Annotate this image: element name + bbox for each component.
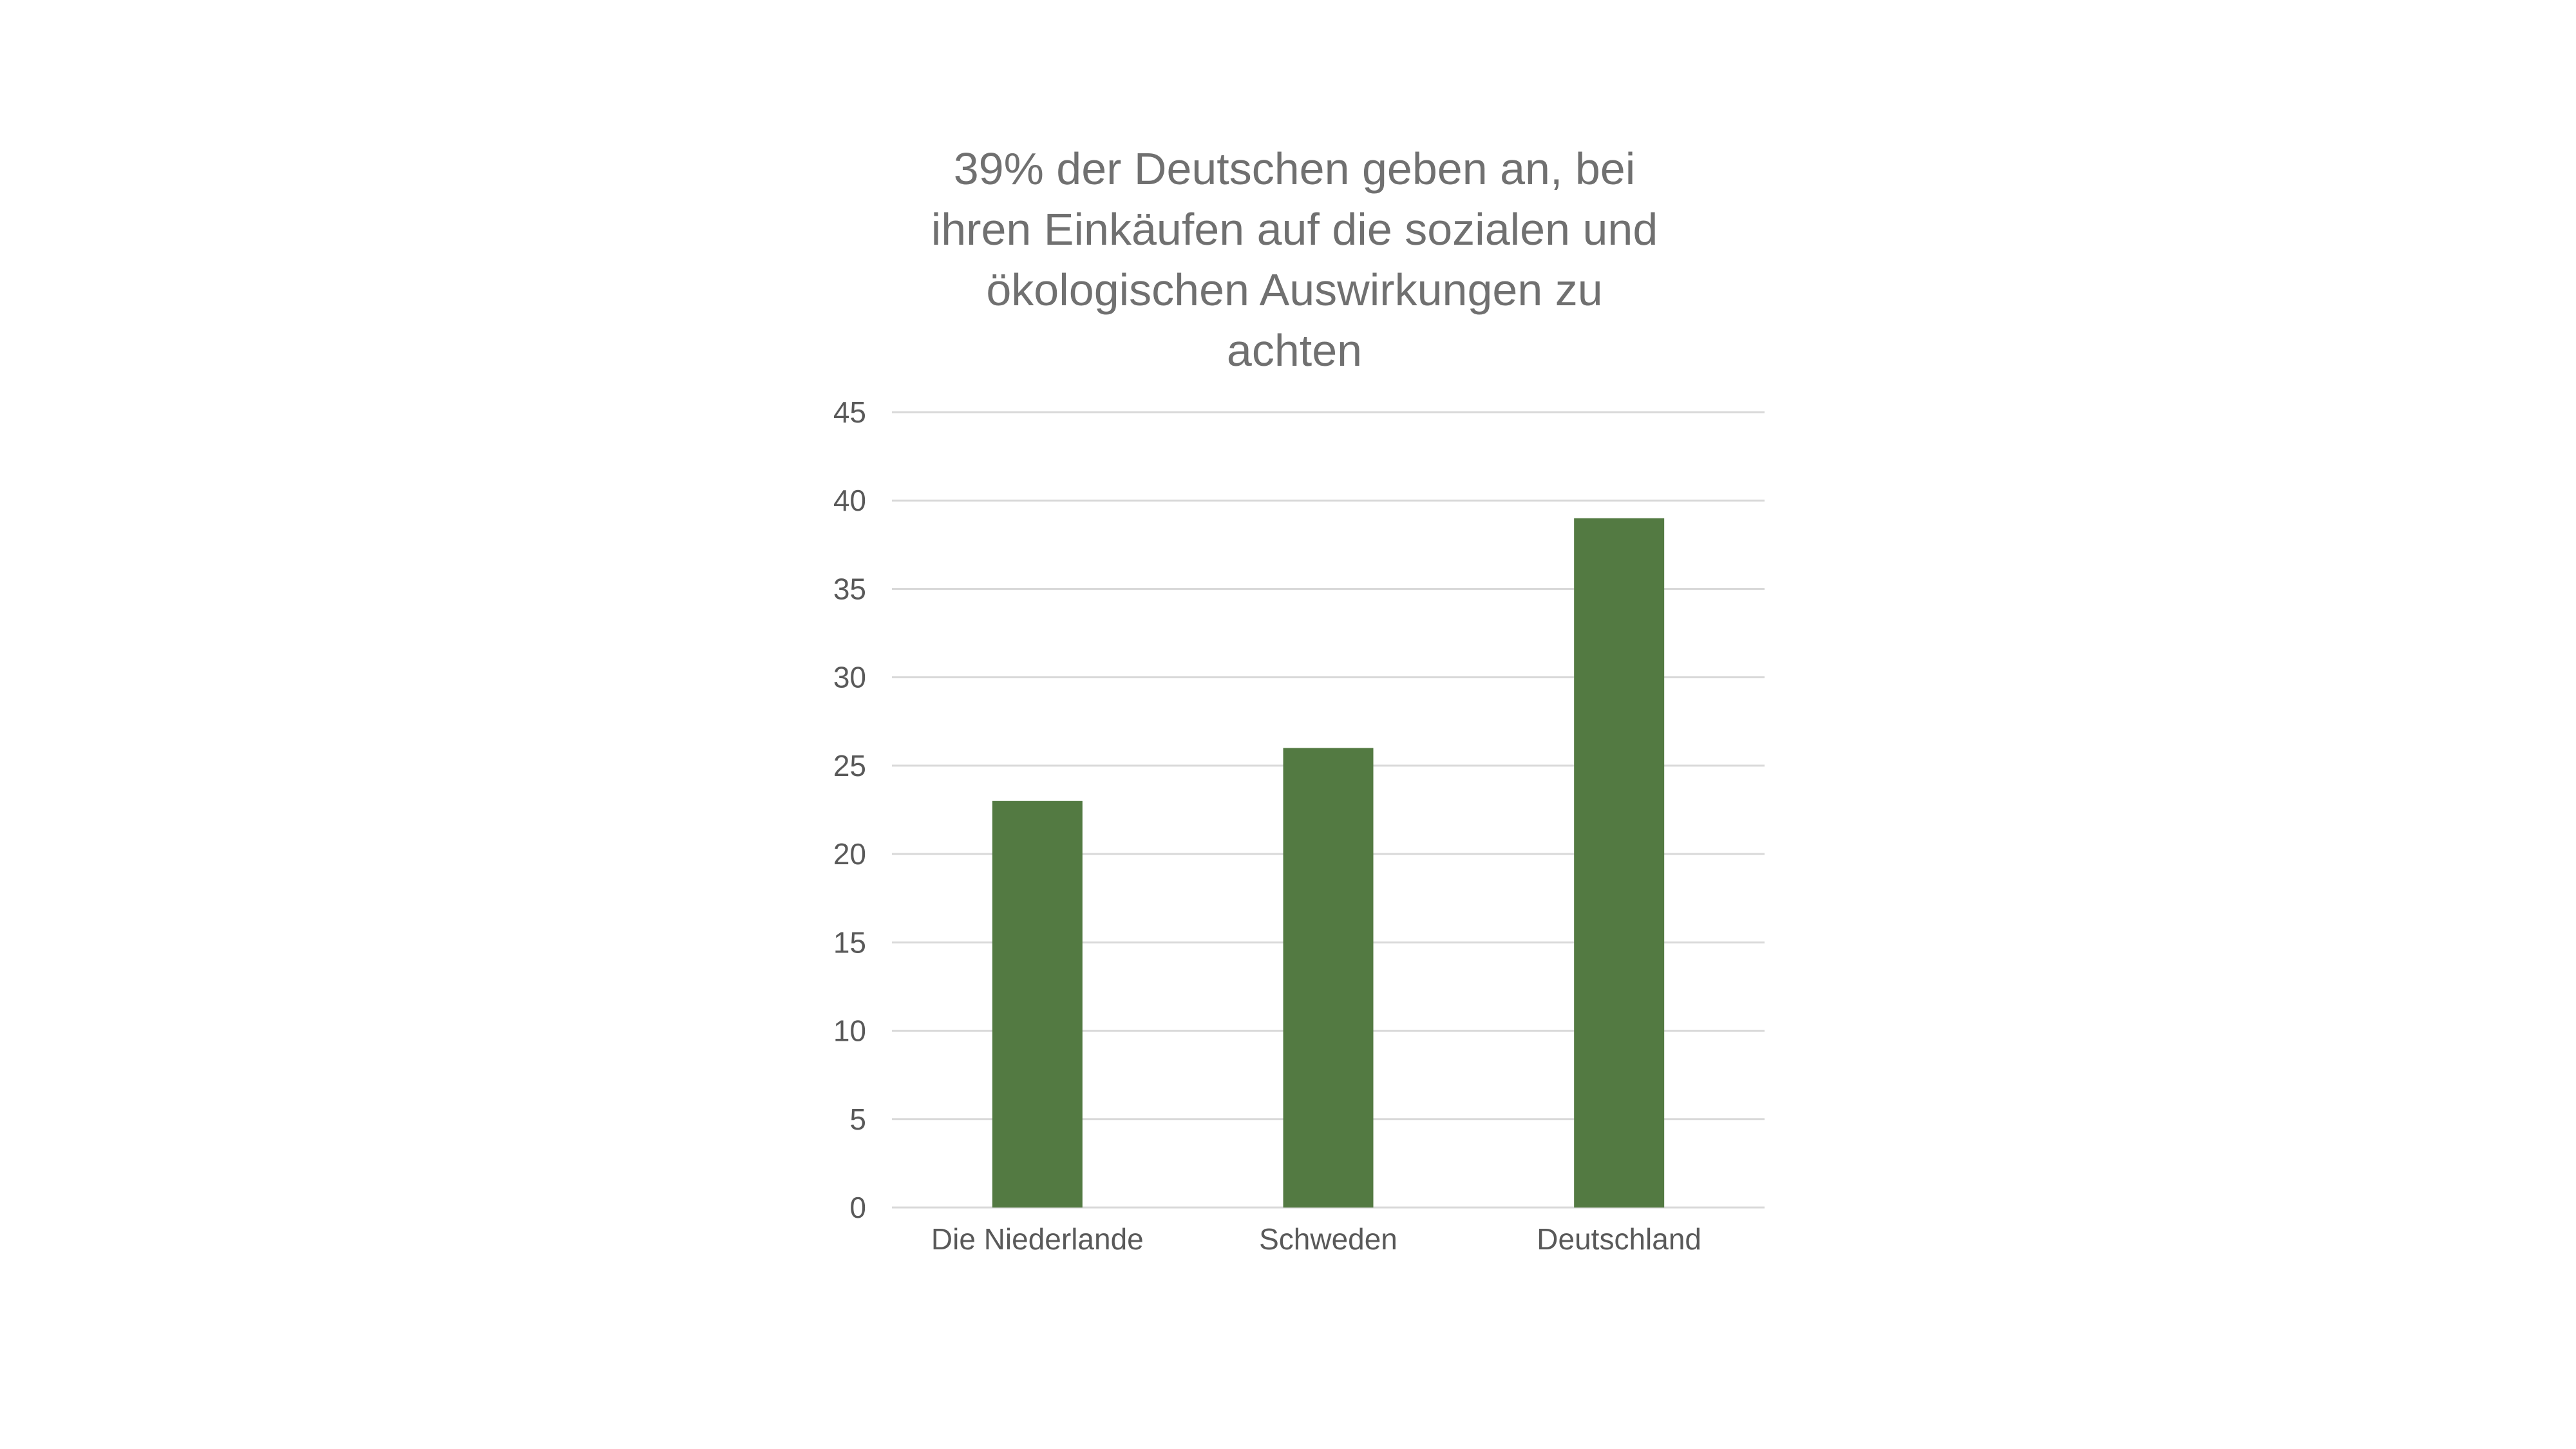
y-tick-label: 35 [833, 572, 866, 605]
x-tick-label: Deutschland [1537, 1222, 1701, 1256]
chart-title: 39% der Deutschen geben an, bei ihren Ei… [857, 138, 1732, 381]
x-axis-ticks: Die Niederlande Schweden Deutschland [931, 1222, 1701, 1256]
y-tick-label: 0 [849, 1191, 866, 1224]
x-tick-label: Die Niederlande [931, 1222, 1144, 1256]
bar [1283, 748, 1374, 1208]
y-tick-label: 5 [849, 1103, 866, 1136]
y-tick-label: 45 [833, 395, 866, 429]
y-axis-ticks: 0 5 10 15 20 25 30 35 40 45 [833, 395, 866, 1224]
chart-title-line-1: 39% der Deutschen geben an, bei [953, 144, 1636, 194]
y-tick-label: 40 [833, 484, 866, 517]
chart-title-line-2: ihren Einkäufen auf die sozialen und [931, 204, 1658, 254]
chart-title-line-4: achten [1226, 325, 1363, 375]
bar [992, 800, 1083, 1208]
bar [1574, 518, 1665, 1208]
y-tick-label: 20 [833, 837, 866, 871]
y-tick-label: 25 [833, 749, 866, 782]
bars [992, 518, 1665, 1208]
x-tick-label: Schweden [1259, 1222, 1397, 1256]
y-tick-label: 30 [833, 661, 866, 694]
chart-title-line-3: ökologischen Auswirkungen zu [986, 265, 1603, 315]
y-tick-label: 10 [833, 1014, 866, 1048]
y-tick-label: 15 [833, 925, 866, 959]
